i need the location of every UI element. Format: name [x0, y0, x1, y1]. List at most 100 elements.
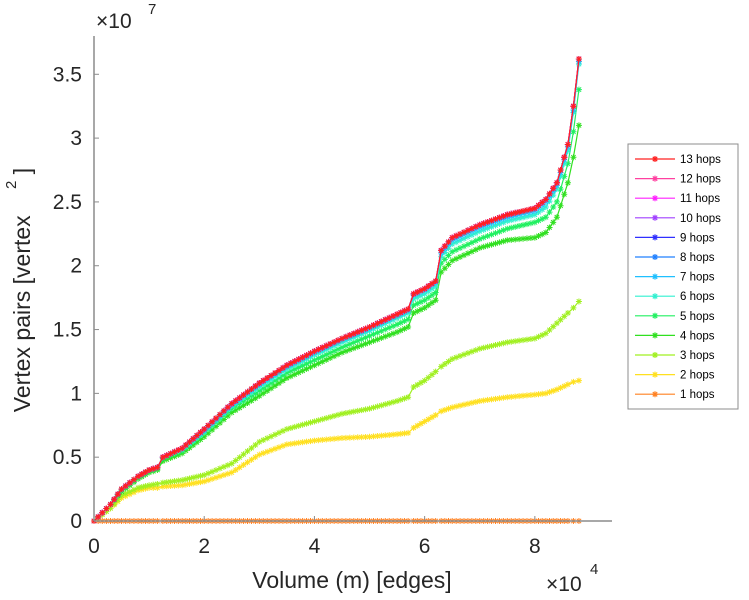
data-point — [159, 479, 166, 486]
data-point — [512, 216, 519, 223]
y-ticks: 0 0.5 1 1.5 2 2.5 3 3.5 — [53, 63, 99, 533]
data-point — [417, 306, 424, 313]
data-point — [445, 358, 452, 365]
data-point — [193, 439, 200, 446]
data-point — [382, 316, 389, 323]
data-point — [362, 325, 369, 332]
data-point — [268, 380, 275, 387]
data-point — [496, 239, 503, 246]
legend-item: 7 hops — [635, 272, 715, 284]
data-point — [291, 371, 298, 378]
data-point — [209, 418, 216, 425]
data-point — [252, 454, 259, 461]
data-point — [546, 190, 553, 197]
data-point — [366, 405, 373, 412]
data-point — [279, 377, 286, 384]
y-tick-label: 1 — [70, 382, 82, 405]
data-point — [472, 347, 479, 354]
data-point — [248, 392, 255, 399]
data-point — [167, 483, 174, 490]
y-tick-label: 3.5 — [53, 63, 82, 86]
data-point — [122, 482, 129, 489]
data-point — [539, 206, 546, 213]
data-point — [335, 337, 342, 344]
data-point — [425, 283, 432, 290]
data-point — [516, 393, 523, 400]
data-point — [512, 209, 519, 216]
data-point — [186, 475, 193, 482]
data-point — [425, 288, 432, 295]
data-point — [220, 463, 227, 470]
data-point — [354, 337, 361, 344]
data-point — [232, 466, 239, 473]
data-point — [405, 306, 412, 313]
data-point — [468, 248, 475, 255]
data-point — [338, 410, 345, 417]
data-point — [414, 294, 421, 301]
data-point — [397, 319, 404, 326]
data-point — [264, 448, 271, 455]
data-point — [335, 351, 342, 358]
data-point — [553, 198, 560, 205]
data-point — [114, 496, 121, 503]
data-point — [453, 246, 460, 253]
y-tick-label: 1.5 — [53, 319, 82, 342]
data-point — [358, 434, 365, 441]
data-point — [276, 429, 282, 436]
data-point — [331, 348, 338, 355]
data-point — [327, 340, 334, 347]
data-point — [553, 186, 560, 193]
data-point — [531, 211, 538, 218]
data-point — [410, 383, 417, 390]
data-point — [445, 238, 452, 245]
data-point — [468, 348, 475, 355]
data-point — [323, 356, 330, 363]
data-point — [268, 372, 275, 379]
data-point — [216, 465, 223, 472]
data-point — [394, 398, 401, 405]
data-point — [401, 318, 408, 325]
data-point — [564, 147, 571, 154]
data-point — [182, 476, 189, 483]
data-point — [449, 257, 456, 264]
data-point — [370, 404, 377, 411]
series-line — [93, 380, 580, 522]
data-point — [362, 433, 369, 440]
data-point — [228, 409, 235, 416]
data-point — [575, 122, 582, 129]
data-point — [240, 402, 247, 409]
data-point — [311, 362, 318, 369]
data-point — [504, 218, 511, 225]
data-point — [488, 241, 495, 248]
data-point — [256, 387, 263, 394]
data-point — [374, 336, 381, 343]
data-point — [244, 459, 251, 466]
data-point — [496, 228, 503, 235]
data-point — [464, 241, 471, 248]
data-point — [205, 477, 212, 484]
data-point — [539, 332, 546, 339]
legend-marker-icon — [652, 175, 658, 182]
data-point — [175, 447, 182, 454]
data-point — [405, 316, 412, 323]
data-point — [441, 243, 448, 250]
data-point — [457, 237, 464, 244]
data-point — [550, 204, 557, 211]
data-point — [453, 232, 460, 239]
data-point — [550, 387, 557, 394]
data-point — [362, 406, 369, 413]
data-point — [331, 412, 338, 419]
data-point — [397, 309, 404, 316]
data-point — [432, 278, 439, 285]
data-point — [276, 375, 282, 382]
data-point — [126, 479, 133, 486]
data-point — [279, 442, 286, 449]
data-point — [464, 227, 471, 234]
legend: 13 hops 12 hops 11 hops 10 hops 9 hops 8 hops… — [627, 143, 739, 410]
data-point — [213, 467, 220, 474]
legend-marker-icon — [652, 214, 658, 221]
data-point — [386, 400, 393, 407]
legend-item: 3 hops — [635, 350, 715, 362]
axes: 0 0.5 1 1.5 2 2.5 3 3.5 0 2 4 6 8 — [53, 36, 612, 558]
data-point — [216, 473, 223, 480]
